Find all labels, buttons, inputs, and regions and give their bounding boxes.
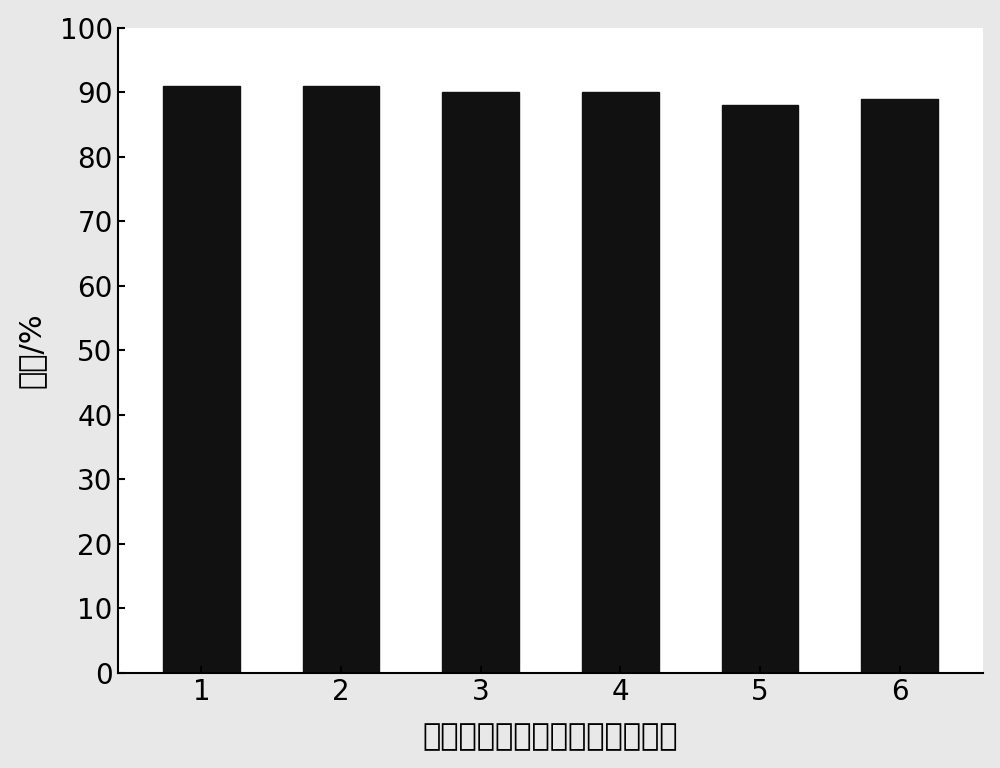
Bar (442, 92, 519, 673)
Bar (163, 86, 240, 673)
X-axis label: 高酸度离子液体催化剂使用次数: 高酸度离子液体催化剂使用次数 (423, 723, 678, 751)
Bar (861, 98, 938, 673)
Y-axis label: 产率/%: 产率/% (17, 313, 46, 388)
Bar (582, 92, 659, 673)
Bar (722, 105, 798, 673)
Bar (303, 86, 379, 673)
